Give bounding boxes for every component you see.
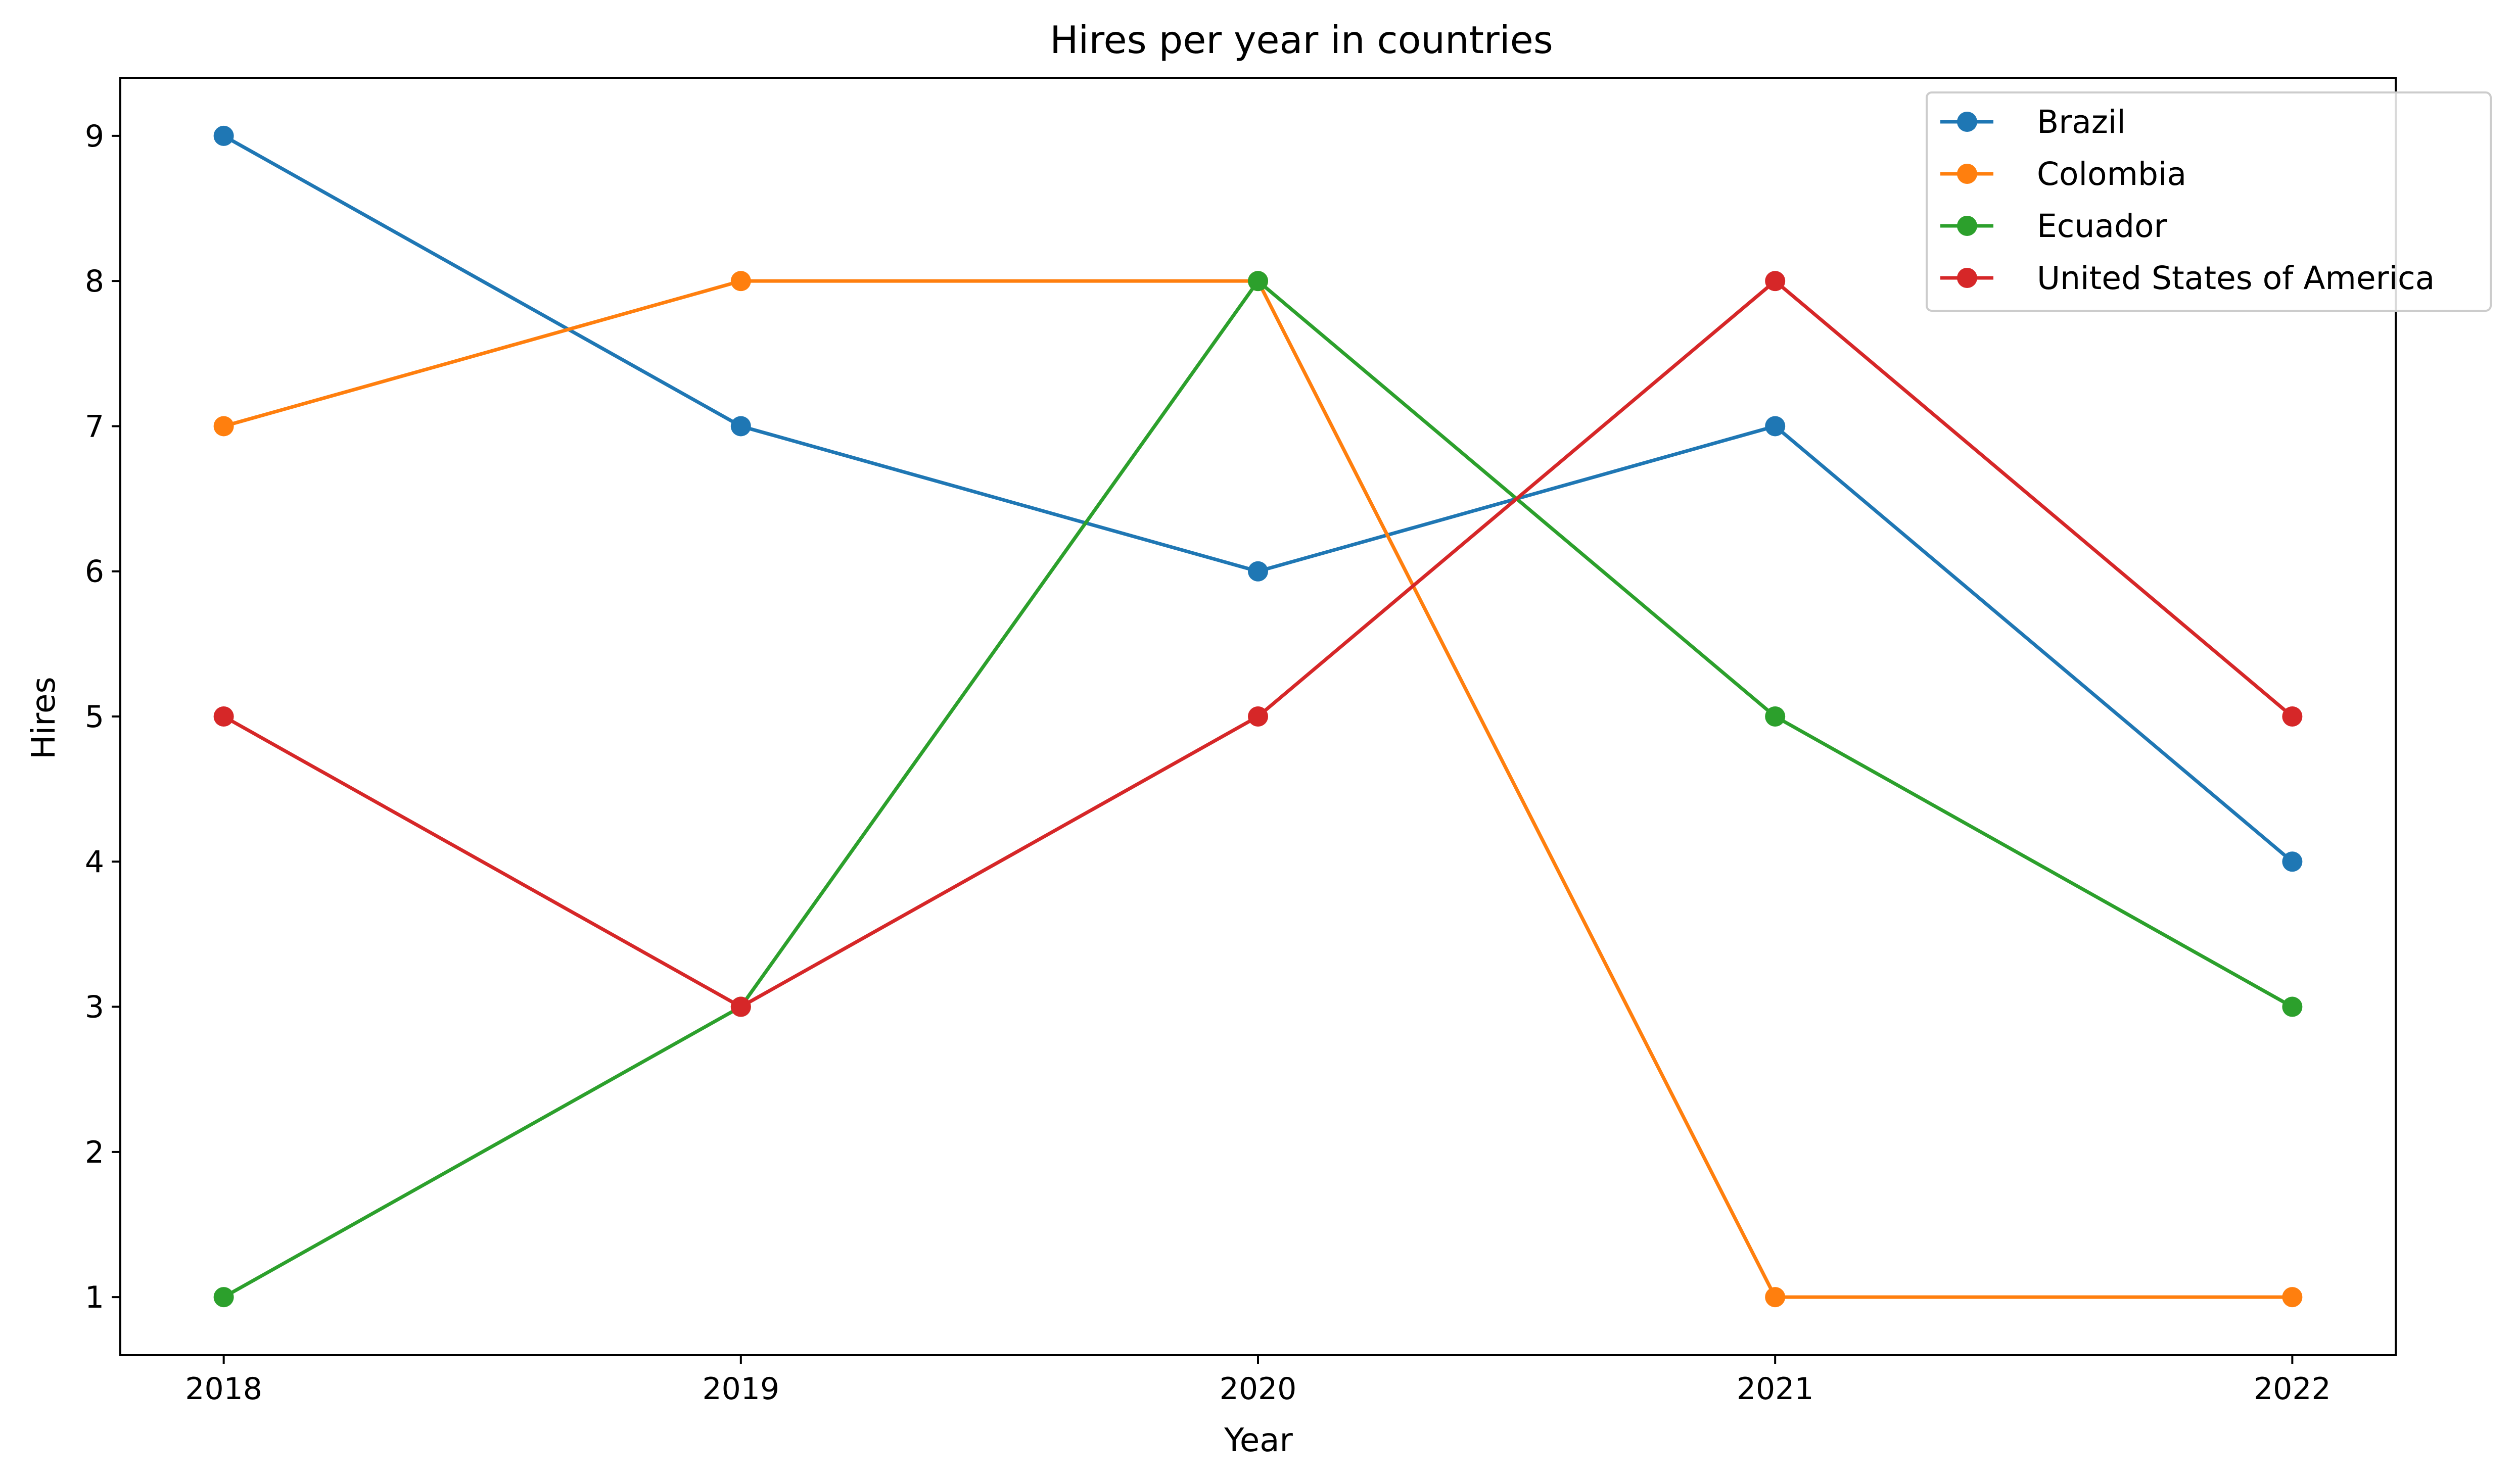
data-point [2282,851,2303,872]
chart-title: Hires per year in countries [1050,18,1553,62]
y-tick-label: 8 [85,264,104,299]
data-point [213,1287,234,1308]
x-tick-label: 2019 [702,1371,779,1407]
data-point [1765,1287,1786,1308]
legend-label: Colombia [2037,156,2186,193]
y-tick-label: 1 [85,1280,104,1315]
data-point [2282,706,2303,727]
legend-box [1926,91,2492,312]
x-tick-label: 2021 [1737,1371,1814,1407]
data-point [213,706,234,727]
legend-label: United States of America [2037,260,2435,297]
x-tick-label: 2018 [185,1371,262,1407]
data-point [1765,706,1786,727]
legend-label: Brazil [2037,104,2126,140]
data-point [1765,416,1786,437]
legend-marker [1957,216,1977,236]
y-tick-label: 7 [85,409,104,444]
y-axis-label: Hires [25,677,63,759]
data-point [213,125,234,146]
x-axis-label: Year [1224,1422,1293,1459]
data-point [730,271,751,292]
y-tick-label: 6 [85,554,104,590]
plot-area [213,125,2303,1308]
y-tick-label: 4 [85,844,104,880]
axes: 2018 2019 2020 2021 2022 1 2 3 4 5 6 7 8 9 [85,77,2397,1407]
legend-marker [1957,112,1977,132]
legend-marker [1957,268,1977,288]
data-point [1248,561,1268,582]
data-point [213,416,234,437]
y-tick-label: 5 [85,699,104,735]
y-tick-label: 2 [85,1135,104,1170]
legend-label: Ecuador [2037,208,2167,245]
x-tick-label: 2020 [1220,1371,1297,1407]
y-tick-label: 9 [85,119,104,154]
x-tick-label: 2022 [2254,1371,2331,1407]
data-point [730,416,751,437]
data-point [2282,996,2303,1017]
data-point [2282,1287,2303,1308]
legend: Brazil Colombia Ecuador United States of Am… [1926,91,2492,312]
data-point [1248,706,1268,727]
data-point [730,996,751,1017]
data-point [1765,271,1786,292]
legend-marker [1957,164,1977,184]
y-tick-label: 3 [85,990,104,1025]
data-point [1248,271,1268,292]
